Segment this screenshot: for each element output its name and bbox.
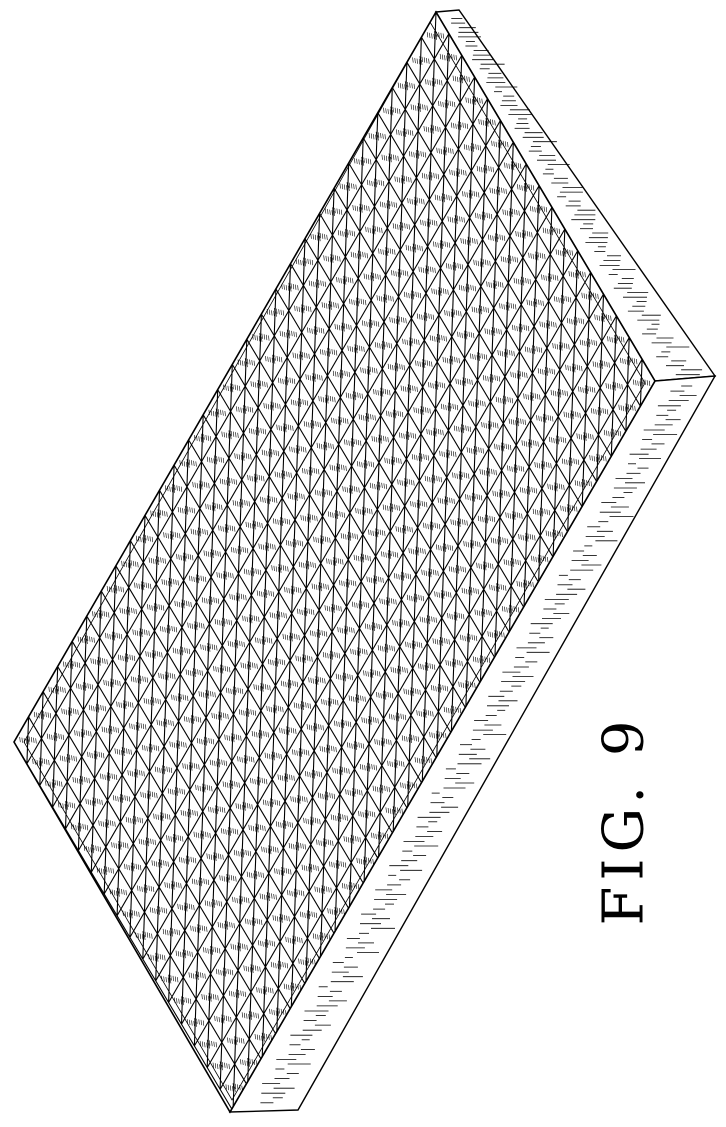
- figure-label: FIG. 9: [592, 715, 657, 926]
